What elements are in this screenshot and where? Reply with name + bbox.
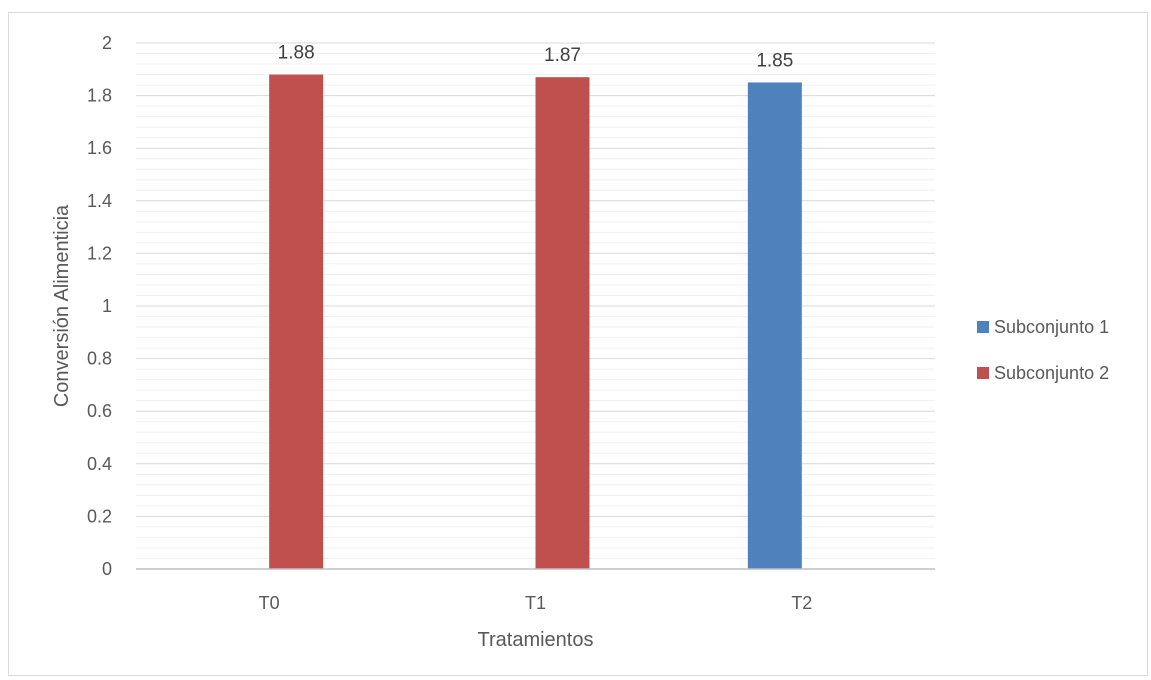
bar-t2-series-1 (747, 82, 802, 569)
y-axis-ticks: 0 0.2 0.4 0.6 0.8 1 1.2 1.4 1.6 1.8 2 (87, 33, 112, 579)
y-tick-label: 0 (102, 559, 112, 579)
legend: Subconjunto 1 Subconjunto 2 (977, 317, 1109, 383)
legend-swatch-series-1 (977, 321, 989, 333)
bars (269, 74, 802, 569)
legend-label-series-2: Subconjunto 2 (994, 363, 1109, 383)
y-tick-label: 1.2 (87, 243, 112, 263)
x-axis-title: Tratamientos (478, 629, 594, 651)
y-axis-title: Conversión Alimenticia (51, 204, 73, 407)
x-axis-ticks: T0 T1 T2 (259, 593, 813, 613)
data-label-t0: 1.88 (278, 43, 315, 64)
y-tick-label: 1 (102, 296, 112, 316)
y-tick-label: 0.4 (87, 454, 112, 474)
data-label-t1: 1.87 (544, 45, 581, 66)
x-tick-label: T1 (525, 593, 546, 613)
data-label-t2: 1.85 (756, 50, 793, 71)
legend-label-series-1: Subconjunto 1 (994, 317, 1109, 337)
y-tick-label: 0.8 (87, 349, 112, 369)
x-tick-label: T0 (259, 593, 280, 613)
y-tick-label: 0.2 (87, 506, 112, 526)
x-tick-label: T2 (791, 593, 812, 613)
data-labels: 1.88 1.87 1.85 (278, 43, 794, 72)
y-tick-label: 1.8 (87, 86, 112, 106)
bar-t0-series-2 (269, 74, 324, 569)
y-tick-label: 0.6 (87, 401, 112, 421)
bar-t1-series-2 (535, 77, 590, 569)
legend-swatch-series-2 (977, 367, 989, 379)
y-tick-label: 1.6 (87, 138, 112, 158)
y-tick-label: 1.4 (87, 191, 112, 211)
y-tick-label: 2 (102, 33, 112, 53)
